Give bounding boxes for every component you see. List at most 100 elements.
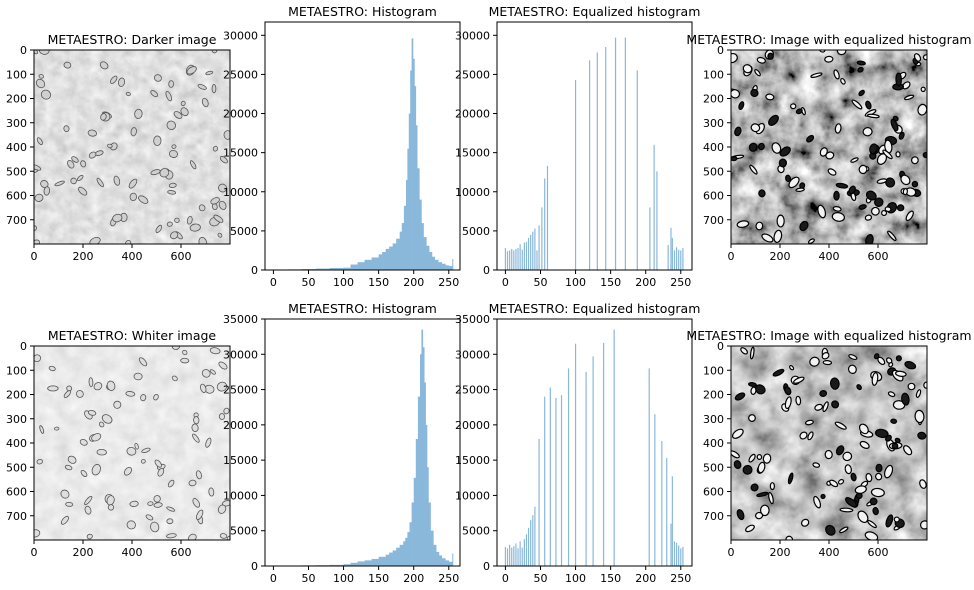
x-tick-label: 400 bbox=[122, 250, 143, 263]
particle bbox=[854, 485, 867, 494]
particle bbox=[200, 383, 207, 393]
particle bbox=[748, 142, 758, 152]
y-tick-label: 30000 bbox=[223, 348, 258, 361]
x-tick-label: 0 bbox=[502, 572, 509, 585]
bar bbox=[414, 86, 417, 270]
particle bbox=[48, 365, 56, 372]
particle bbox=[814, 403, 824, 411]
y-tick-label: 0 bbox=[483, 264, 490, 277]
y-tick-label: 700 bbox=[6, 214, 27, 227]
particle bbox=[170, 231, 179, 240]
y-tick-label: 100 bbox=[703, 68, 724, 81]
x-tick-label: 600 bbox=[171, 546, 192, 559]
bar bbox=[445, 560, 450, 566]
particle bbox=[824, 55, 834, 63]
particle bbox=[113, 175, 121, 186]
particle bbox=[922, 151, 927, 159]
y-tick-label: 700 bbox=[703, 214, 724, 227]
y-tick-label: 400 bbox=[6, 437, 27, 450]
particle bbox=[923, 381, 927, 389]
x-tick-label: 150 bbox=[600, 572, 621, 585]
x-tick-label: 150 bbox=[600, 276, 621, 289]
particle bbox=[125, 391, 136, 397]
bar bbox=[417, 396, 421, 566]
x-tick-label: 200 bbox=[73, 546, 94, 559]
particle bbox=[100, 113, 107, 121]
particle bbox=[180, 107, 189, 117]
particle bbox=[891, 442, 899, 450]
particle bbox=[754, 384, 766, 395]
bar bbox=[343, 267, 351, 270]
bar bbox=[452, 259, 454, 270]
image-content bbox=[34, 346, 230, 540]
panel-title: METAESTRO: Histogram bbox=[288, 301, 437, 316]
bar bbox=[544, 178, 546, 270]
y-tick-label: 15000 bbox=[455, 454, 490, 467]
particle bbox=[820, 493, 826, 500]
particle bbox=[850, 472, 857, 482]
x-tick-label: 250 bbox=[670, 572, 691, 585]
bar bbox=[521, 547, 523, 566]
particle bbox=[795, 187, 805, 192]
y-tick-label: 0 bbox=[20, 44, 27, 57]
y-tick-label: 100 bbox=[6, 364, 27, 377]
particle bbox=[154, 459, 162, 468]
x-tick-label: 150 bbox=[368, 572, 389, 585]
particle bbox=[869, 143, 878, 155]
particle bbox=[213, 214, 224, 223]
bar bbox=[385, 248, 390, 270]
particle bbox=[834, 421, 847, 430]
y-tick-label: 300 bbox=[6, 117, 27, 130]
y-tick-label: 600 bbox=[6, 190, 27, 203]
particle bbox=[756, 454, 763, 460]
particle bbox=[750, 386, 757, 395]
y-tick-label: 700 bbox=[6, 510, 27, 523]
particle bbox=[750, 88, 759, 98]
particle bbox=[888, 362, 894, 368]
particle bbox=[887, 391, 896, 398]
particle bbox=[809, 356, 820, 367]
particle bbox=[833, 190, 840, 201]
particle bbox=[201, 97, 209, 108]
particle bbox=[859, 440, 870, 450]
particle bbox=[789, 365, 795, 371]
particle bbox=[140, 458, 146, 464]
y-tick-label: 500 bbox=[703, 461, 724, 474]
x-tick-label: 200 bbox=[770, 546, 791, 559]
particle bbox=[167, 479, 175, 488]
particle bbox=[76, 390, 84, 398]
x-tick-label: 0 bbox=[502, 276, 509, 289]
particle bbox=[731, 89, 741, 99]
particle bbox=[773, 229, 783, 244]
bar bbox=[517, 248, 519, 270]
particle bbox=[223, 130, 230, 140]
bar bbox=[682, 248, 684, 270]
bar bbox=[670, 227, 672, 270]
bar bbox=[521, 249, 523, 270]
particle bbox=[873, 353, 880, 360]
particle bbox=[759, 504, 770, 517]
particle bbox=[126, 447, 137, 456]
particle bbox=[872, 506, 879, 516]
bar bbox=[422, 347, 425, 566]
x-tick-label: 0 bbox=[31, 250, 38, 263]
bar bbox=[436, 551, 440, 566]
bar bbox=[438, 555, 443, 566]
particle bbox=[778, 158, 788, 168]
x-tick-label: 200 bbox=[73, 250, 94, 263]
particle bbox=[858, 89, 865, 97]
panel-title: METAESTRO: Equalized histogram bbox=[489, 4, 701, 19]
particle bbox=[87, 409, 97, 416]
particle bbox=[799, 220, 809, 232]
particle bbox=[159, 168, 170, 178]
x-tick-label: 200 bbox=[403, 572, 424, 585]
particle bbox=[911, 180, 919, 188]
particle bbox=[885, 177, 896, 188]
particle bbox=[195, 509, 204, 520]
particle bbox=[157, 468, 165, 477]
particle bbox=[76, 174, 84, 181]
particle bbox=[168, 80, 174, 88]
particle bbox=[848, 354, 858, 361]
bar bbox=[592, 356, 594, 566]
particle bbox=[193, 416, 200, 425]
